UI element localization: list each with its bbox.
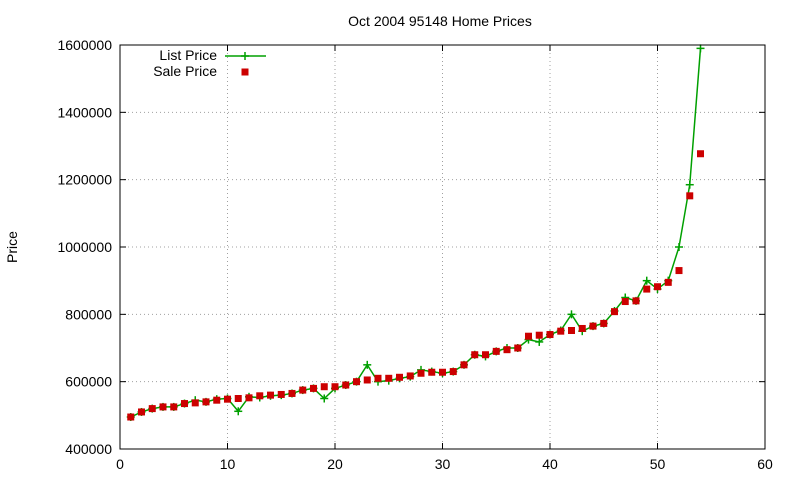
sale-price-marker [428, 368, 436, 376]
sale-price-marker [503, 346, 511, 354]
sale-price-marker [148, 405, 156, 413]
sale-price-marker [482, 351, 489, 359]
sale-price-marker [535, 331, 543, 339]
sale-price-marker [374, 374, 382, 382]
x-tick-label: 10 [220, 456, 236, 472]
list-price-marker [363, 360, 372, 369]
sale-price-marker [396, 373, 403, 381]
sale-price-marker [299, 386, 307, 394]
list-price-marker [642, 276, 651, 285]
sale-price-marker [342, 381, 350, 389]
sale-price-marker [632, 297, 640, 305]
list-price-marker [696, 44, 705, 53]
sale-price-marker [568, 326, 575, 334]
y-tick-label: 400000 [65, 441, 112, 457]
sale-price-marker [611, 308, 618, 316]
sale-price-marker [331, 383, 339, 391]
list-price-line [130, 48, 702, 418]
y-tick-label: 1400000 [57, 104, 112, 120]
legend-label-list-price: List Price [159, 47, 217, 63]
y-tick-label: 800000 [65, 306, 112, 322]
y-tick-label: 1600000 [57, 37, 112, 53]
list-price-marker [535, 337, 544, 346]
sale-price-marker [697, 150, 704, 158]
sale-price-marker [600, 319, 608, 327]
sale-price-marker [492, 347, 500, 355]
sale-price-marker [320, 383, 328, 391]
x-tick-label: 50 [650, 456, 666, 472]
y-tick-label: 1200000 [57, 172, 112, 188]
sale-price-marker [525, 332, 532, 340]
sale-price-marker [267, 391, 274, 399]
sale-price-marker [127, 413, 135, 421]
sale-price-marker [181, 400, 188, 408]
list-price-marker [320, 394, 329, 403]
list-price-marker [675, 243, 683, 251]
sale-price-marker [417, 369, 425, 377]
sale-price-marker [224, 395, 231, 403]
sale-price-marker [664, 278, 672, 286]
x-tick-label: 0 [116, 456, 124, 472]
x-tick-label: 30 [435, 456, 451, 472]
chart-title: Oct 2004 95148 Home Prices [348, 13, 532, 29]
sale-price-marker [234, 395, 242, 402]
plot-frame [119, 44, 766, 450]
sale-price-marker [621, 298, 629, 306]
list-price-marker [234, 407, 243, 416]
sale-price-marker [170, 403, 178, 411]
sale-price-marker [578, 324, 586, 332]
sale-price-marker [363, 376, 371, 384]
legend-marker-sale-price [241, 68, 249, 76]
sale-price-marker [686, 192, 694, 200]
sale-price-marker [675, 267, 683, 275]
sale-price-marker [643, 285, 651, 293]
sale-price-marker [310, 384, 317, 392]
sale-price-marker [557, 327, 565, 335]
sale-price-marker [202, 398, 210, 406]
sale-price-marker [353, 378, 360, 386]
y-axis-label: Price [4, 231, 20, 263]
x-tick-label: 60 [757, 456, 773, 472]
sale-price-marker [245, 394, 253, 402]
list-price-marker [685, 180, 694, 189]
sale-price-marker [159, 403, 167, 411]
sale-price-marker [460, 361, 468, 369]
grid-lines [120, 45, 765, 449]
sale-price-marker [439, 368, 446, 376]
sale-price-marker [514, 344, 522, 352]
sale-price-marker [288, 389, 296, 397]
x-tick-label: 20 [327, 456, 343, 472]
legend-label-sale-price: Sale Price [153, 63, 217, 79]
sale-price-marker [385, 374, 393, 382]
sale-price-marker [589, 322, 597, 330]
sale-price-marker [471, 351, 479, 359]
y-tick-label: 1000000 [57, 239, 112, 255]
x-tick-label: 40 [542, 456, 558, 472]
sale-price-marker [191, 399, 199, 407]
sale-price-marker [256, 392, 264, 400]
sale-price-marker [277, 390, 285, 398]
y-tick-label: 600000 [65, 374, 112, 390]
sale-price-marker [546, 331, 554, 339]
data-series [126, 44, 705, 422]
sale-price-marker [654, 283, 661, 291]
sale-price-marker [213, 396, 221, 404]
sale-price-marker [138, 408, 145, 416]
sale-price-marker [406, 372, 414, 380]
list-price-marker [567, 310, 576, 319]
sale-price-marker [449, 368, 457, 376]
